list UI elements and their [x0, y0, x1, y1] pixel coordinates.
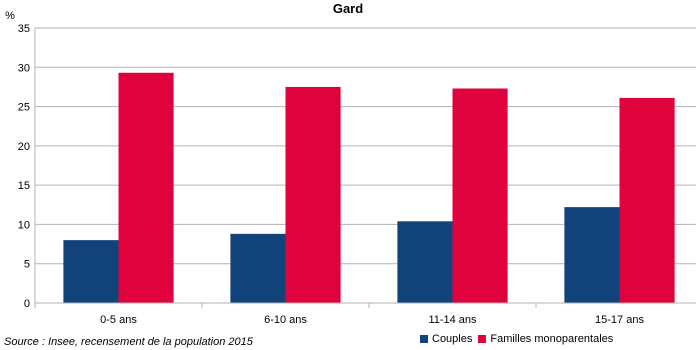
source-note: Source : Insee, recensement de la popula… [4, 336, 253, 348]
y-tick-30: 30 [18, 62, 30, 74]
x-tick-labels: 0-5 ans 6-10 ans 11-14 ans 15-17 ans [100, 314, 644, 326]
bar-couples-11-14-ans [397, 221, 453, 303]
y-tick-0: 0 [24, 298, 30, 310]
bars [63, 72, 675, 304]
legend-item-familles-monoparentales: Familles monoparentales [478, 333, 613, 345]
y-tick-15: 15 [18, 180, 30, 192]
legend-swatch-familles-monoparentales [478, 335, 487, 343]
y-tick-20: 20 [18, 141, 30, 153]
legend-item-couples: Couples [420, 333, 472, 345]
y-tick-10: 10 [18, 219, 30, 231]
x-tick-6-10-ans: 6-10 ans [264, 314, 307, 326]
legend-label-couples: Couples [432, 333, 473, 345]
axes [34, 28, 696, 308]
bar-familles-monoparentales-15-17-ans [619, 97, 675, 303]
y-tick-5: 5 [24, 259, 30, 271]
x-tick-11-14-ans: 11-14 ans [428, 314, 477, 326]
bar-familles-monoparentales-11-14-ans [452, 88, 508, 303]
y-tick-labels: 0 5 10 15 20 25 30 35 [18, 23, 30, 310]
legend-label-familles-monoparentales: Familles monoparentales [490, 333, 614, 345]
x-tick-0-5-ans: 0-5 ans [100, 314, 137, 326]
y-tick-35: 35 [18, 23, 30, 35]
bar-couples-15-17-ans [564, 207, 620, 303]
y-axis-unit: % [5, 10, 15, 22]
bar-familles-monoparentales-0-5-ans [118, 72, 174, 304]
bar-chart: Gard % 0 5 10 15 20 25 30 35 0-5 ans 6-10 ans 11-… [5, 1, 696, 326]
legend-swatch-couples [420, 335, 428, 343]
bar-familles-monoparentales-6-10-ans [285, 86, 341, 303]
bar-couples-6-10-ans [230, 233, 286, 303]
bar-couples-0-5-ans [63, 240, 119, 303]
x-tick-15-17-ans: 15-17 ans [595, 314, 644, 326]
legend: Couples Familles monoparentales [420, 333, 619, 345]
y-tick-25: 25 [18, 102, 30, 114]
chart-title: Gard [333, 1, 363, 16]
